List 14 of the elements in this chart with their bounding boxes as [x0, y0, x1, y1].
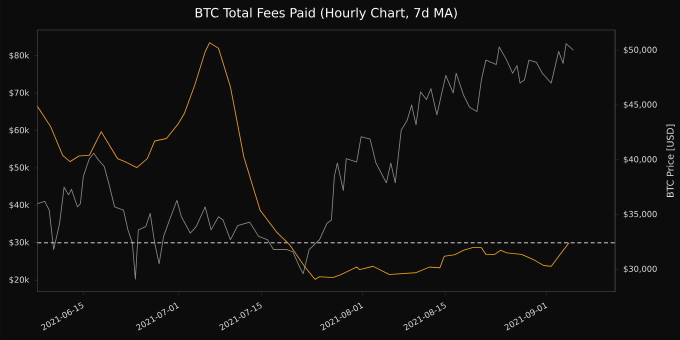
y-tick-label: $70k: [9, 89, 30, 97]
y2-tick-label: $45,000: [624, 101, 657, 109]
y-tick-label: $30k: [9, 239, 30, 246]
y-tick-label: $60k: [9, 126, 30, 134]
y2-tick-label: $35,000: [624, 210, 657, 218]
y2-tick-label: $40,000: [624, 156, 657, 164]
y2-tick-label: $50,000: [624, 46, 657, 54]
y-tick-label: $80k: [9, 52, 30, 60]
chart-title: BTC Total Fees Paid (Hourly Chart, 7d MA): [196, 8, 457, 20]
y-tick-label: $20k: [9, 276, 30, 284]
y-tick-label: $40k: [9, 202, 30, 210]
y-tick-label: $50k: [9, 164, 30, 172]
y2-axis-title: BTC Price [USD]: [666, 124, 675, 197]
y2-tick-label: $30,000: [624, 266, 657, 274]
